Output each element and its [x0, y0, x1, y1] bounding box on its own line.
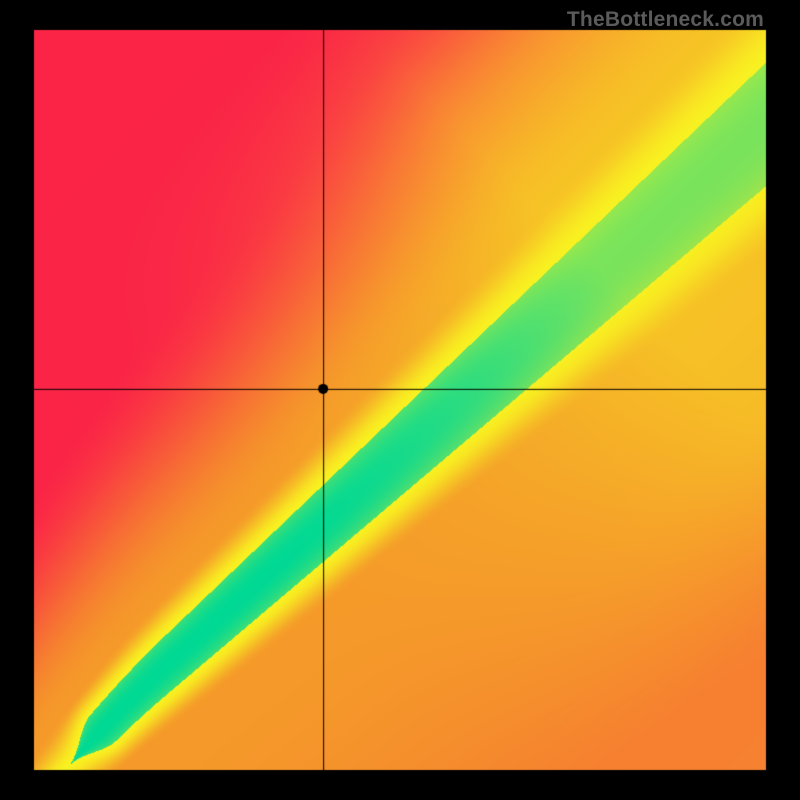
bottleneck-heatmap-canvas — [0, 0, 800, 800]
watermark-text: TheBottleneck.com — [567, 8, 764, 32]
chart-container: TheBottleneck.com — [0, 0, 800, 800]
